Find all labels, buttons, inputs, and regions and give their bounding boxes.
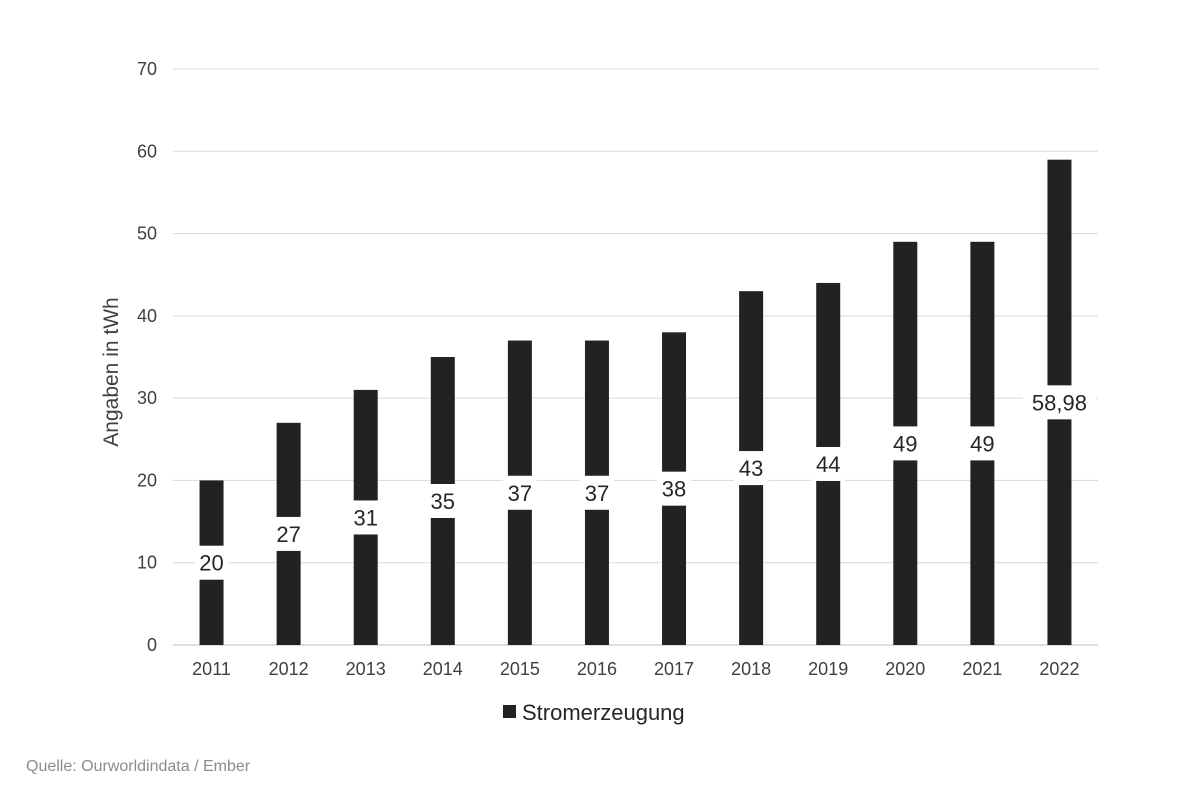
- data-label: 31: [353, 505, 377, 530]
- x-tick-label: 2011: [192, 659, 231, 679]
- legend-swatch: [503, 705, 516, 718]
- legend-label: Stromerzeugung: [522, 700, 685, 725]
- data-label: 20: [199, 551, 223, 576]
- data-label: 43: [739, 456, 763, 481]
- x-tick-label: 2019: [808, 659, 848, 679]
- data-label: 49: [893, 431, 917, 456]
- y-tick-label: 60: [137, 141, 157, 161]
- data-label: 58,98: [1032, 390, 1087, 415]
- data-label: 44: [816, 452, 840, 477]
- y-tick-label: 0: [147, 635, 157, 655]
- data-label-bg: [194, 545, 229, 580]
- legend: Stromerzeugung: [503, 700, 685, 725]
- x-tick-label: 2014: [423, 659, 463, 679]
- y-tick-label: 40: [137, 306, 157, 326]
- y-axis-label: Angaben in tWh: [100, 297, 123, 446]
- data-label-bg: [502, 475, 537, 510]
- data-label: 35: [431, 489, 455, 514]
- bars: 20 27 31 35 37 37 38 43 44 49 49 58,98: [194, 159, 1096, 646]
- data-label: 27: [276, 522, 300, 547]
- x-tick-label: 2017: [654, 659, 694, 679]
- data-label: 37: [508, 481, 532, 506]
- x-tick-label: 2018: [731, 659, 771, 679]
- x-tick-label: 2020: [885, 659, 925, 679]
- source-note: Quelle: Ourworldindata / Ember: [26, 758, 251, 775]
- data-label-bg: [965, 426, 1000, 461]
- data-label-bg: [425, 484, 460, 518]
- data-label-bg: [579, 475, 614, 510]
- y-tick-label: 50: [137, 224, 157, 244]
- data-label-bg: [811, 446, 846, 481]
- x-tick-label: 2015: [500, 659, 540, 679]
- y-tick-label: 10: [137, 553, 157, 573]
- data-label-bg: [271, 516, 306, 551]
- data-label-bg: [734, 451, 769, 486]
- y-axis-ticks: 0 10 20 30 40 50 60 70: [137, 59, 157, 655]
- data-label: 37: [585, 481, 609, 506]
- data-label: 38: [662, 477, 686, 502]
- x-tick-label: 2021: [962, 659, 1002, 679]
- bar-chart: 0 10 20 30 40 50 60 70 20 27 31 35 37 37 38 43 44 49 49 58…: [100, 59, 1098, 725]
- x-tick-label: 2022: [1039, 659, 1079, 679]
- x-tick-label: 2013: [346, 659, 386, 679]
- data-label-bg: [888, 426, 923, 461]
- gridlines: [173, 68, 1098, 646]
- data-label-bg: [1022, 385, 1096, 420]
- y-tick-label: 20: [137, 470, 157, 490]
- y-tick-label: 70: [137, 59, 157, 79]
- data-label-bg: [348, 500, 383, 535]
- x-axis-ticks: 2011 2012 2013 2014 2015 2016 2017 2018 2019 2020…: [192, 659, 1079, 679]
- data-label-bg: [657, 471, 692, 506]
- x-tick-label: 2012: [269, 659, 309, 679]
- y-tick-label: 30: [137, 388, 157, 408]
- data-label: 49: [970, 431, 994, 456]
- x-tick-label: 2016: [577, 659, 617, 679]
